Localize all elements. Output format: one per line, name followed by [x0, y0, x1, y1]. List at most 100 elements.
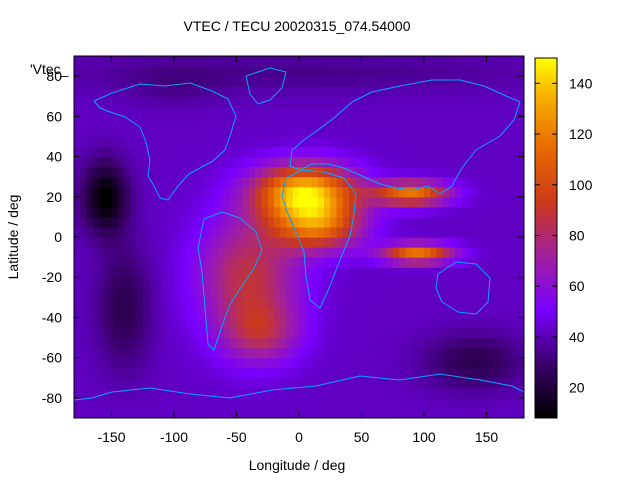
- heatmap-cell: [511, 357, 519, 369]
- heatmap-cell: [111, 116, 119, 127]
- heatmap-cell: [92, 206, 100, 218]
- heatmap-cell: [136, 247, 144, 258]
- heatmap-cell: [442, 186, 450, 198]
- heatmap-cell: [255, 216, 263, 228]
- heatmap-cell: [399, 347, 406, 359]
- heatmap-cell: [330, 66, 338, 77]
- heatmap-cell: [505, 56, 513, 67]
- heatmap-cell: [511, 277, 519, 288]
- heatmap-cell: [380, 156, 388, 168]
- heatmap-cell: [286, 297, 294, 308]
- heatmap-cell: [517, 317, 524, 329]
- heatmap-cell: [411, 86, 419, 97]
- heatmap-cell: [199, 317, 206, 329]
- heatmap-cell: [155, 247, 163, 258]
- heatmap-cell: [417, 397, 425, 409]
- heatmap-cell: [311, 56, 319, 67]
- heatmap-cell: [249, 96, 256, 107]
- heatmap-cell: [155, 297, 163, 308]
- heatmap-cell: [249, 166, 256, 178]
- heatmap-cell: [255, 136, 263, 148]
- heatmap-cell: [199, 387, 206, 399]
- heatmap-cell: [274, 216, 281, 228]
- heatmap-cell: [417, 176, 425, 188]
- heatmap-cell: [217, 347, 225, 359]
- heatmap-cell: [455, 377, 463, 389]
- heatmap-cell: [317, 277, 325, 288]
- heatmap-cell: [255, 327, 263, 339]
- heatmap-cell: [180, 96, 188, 107]
- heatmap-cell: [249, 247, 256, 258]
- heatmap-cell: [392, 347, 400, 359]
- heatmap-cell: [136, 357, 144, 369]
- heatmap-cell: [336, 407, 344, 418]
- heatmap-cell: [367, 247, 375, 258]
- heatmap-cell: [317, 357, 325, 369]
- heatmap-cell: [249, 186, 256, 198]
- heatmap-cell: [130, 86, 138, 97]
- heatmap-cell: [342, 106, 350, 117]
- heatmap-cell: [492, 247, 500, 258]
- heatmap-cell: [286, 96, 294, 107]
- heatmap-cell: [117, 176, 125, 188]
- heatmap-cell: [461, 237, 469, 248]
- heatmap-cell: [255, 407, 263, 418]
- heatmap-cell: [324, 166, 331, 178]
- heatmap-cell: [117, 136, 125, 148]
- heatmap-cell: [361, 166, 369, 178]
- heatmap-cell: [442, 66, 450, 77]
- heatmap-cell: [467, 126, 475, 138]
- heatmap-cell: [305, 156, 313, 168]
- heatmap-cell: [174, 267, 181, 278]
- heatmap-cell: [167, 226, 175, 238]
- heatmap-cell: [117, 186, 125, 198]
- heatmap-cell: [480, 327, 488, 339]
- heatmap-cell: [149, 387, 156, 399]
- heatmap-cell: [299, 307, 306, 319]
- heatmap-cell: [292, 156, 300, 168]
- heatmap-cell: [474, 136, 481, 148]
- heatmap-cell: [130, 156, 138, 168]
- heatmap-cell: [161, 267, 169, 278]
- heatmap-cell: [399, 76, 406, 87]
- heatmap-cell: [386, 206, 394, 218]
- heatmap-cell: [167, 297, 175, 308]
- heatmap-cell: [411, 226, 419, 238]
- heatmap-cell: [261, 277, 269, 288]
- heatmap-cell: [330, 357, 338, 369]
- heatmap-cell: [430, 277, 438, 288]
- heatmap-cell: [349, 307, 356, 319]
- heatmap-cell: [261, 56, 269, 67]
- heatmap-cell: [330, 186, 338, 198]
- heatmap-cell: [324, 357, 331, 369]
- heatmap-cell: [511, 226, 519, 238]
- heatmap-cell: [224, 267, 231, 278]
- heatmap-cell: [261, 287, 269, 298]
- heatmap-cell: [136, 267, 144, 278]
- heatmap-cell: [80, 317, 88, 329]
- heatmap-cell: [517, 156, 524, 168]
- heatmap-cell: [117, 66, 125, 77]
- heatmap-cell: [149, 156, 156, 168]
- heatmap-cell: [430, 196, 438, 208]
- heatmap-cell: [155, 317, 163, 329]
- heatmap-cell: [455, 367, 463, 379]
- heatmap-cell: [224, 86, 231, 97]
- heatmap-cell: [367, 196, 375, 208]
- heatmap-cell: [492, 307, 500, 319]
- heatmap-cell: [330, 367, 338, 379]
- heatmap-cell: [430, 357, 438, 369]
- heatmap-cell: [111, 146, 119, 158]
- heatmap-cell: [449, 86, 456, 97]
- heatmap-cell: [436, 136, 444, 148]
- x-tick-label: 150: [475, 429, 499, 445]
- heatmap-cell: [424, 96, 431, 107]
- heatmap-cell: [155, 387, 163, 399]
- heatmap-cell: [461, 387, 469, 399]
- heatmap-cell: [236, 156, 244, 168]
- heatmap-cell: [492, 297, 500, 308]
- heatmap-cell: [311, 377, 319, 389]
- heatmap-cell: [380, 106, 388, 117]
- heatmap-cell: [136, 307, 144, 319]
